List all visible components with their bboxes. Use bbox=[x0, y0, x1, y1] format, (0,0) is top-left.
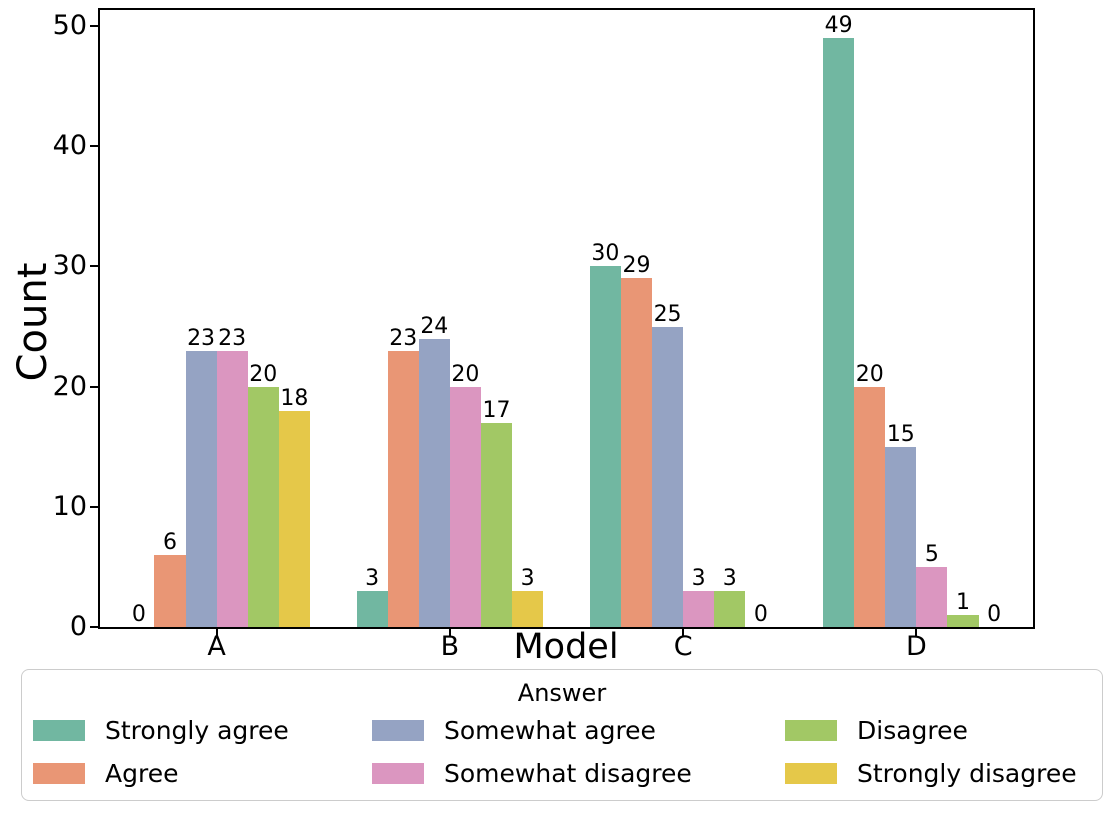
bar-value-label: 18 bbox=[280, 385, 309, 411]
bar-B-strongly-agree bbox=[356, 590, 388, 627]
x-tick-label: A bbox=[207, 631, 226, 662]
bar-value-label: 3 bbox=[520, 565, 535, 591]
bar-value-label: 24 bbox=[420, 313, 449, 339]
legend-swatch-icon bbox=[33, 762, 85, 784]
legend-column: Somewhat agree Somewhat disagree bbox=[372, 714, 692, 789]
bar-value-label: 20 bbox=[249, 361, 278, 387]
legend-entry-label: Strongly agree bbox=[105, 715, 289, 745]
x-axis-label: Model bbox=[513, 627, 619, 667]
bar-D-agree bbox=[854, 386, 886, 627]
bar-value-label: 29 bbox=[622, 253, 651, 279]
bar-value-label: 23 bbox=[389, 325, 418, 351]
bar-B-disagree bbox=[480, 422, 513, 627]
bar-D-somewhat-agree bbox=[885, 446, 917, 627]
y-tick-label: 30 bbox=[52, 250, 87, 282]
legend-entry-label: Agree bbox=[105, 758, 179, 788]
bar-B-somewhat-agree bbox=[418, 338, 450, 627]
bar-B-strongly-disagree bbox=[512, 590, 544, 627]
bar-A-disagree bbox=[247, 386, 279, 627]
bar-value-label: 23 bbox=[218, 325, 247, 351]
legend-swatch-icon bbox=[785, 762, 837, 784]
legend-entry: Somewhat agree bbox=[372, 714, 692, 746]
bar-A-agree bbox=[154, 554, 186, 627]
bar-value-label: 17 bbox=[482, 397, 511, 423]
x-tick-mark bbox=[915, 629, 918, 637]
y-tick-label: 20 bbox=[52, 370, 87, 402]
y-tick-label: 50 bbox=[52, 10, 87, 41]
legend-entry: Agree bbox=[33, 757, 289, 789]
legend-entry: Strongly agree bbox=[33, 714, 289, 746]
bar-B-agree bbox=[387, 350, 419, 627]
bar-value-label: 23 bbox=[187, 325, 216, 351]
y-tick-mark bbox=[90, 505, 98, 508]
y-tick-mark bbox=[90, 25, 98, 27]
legend-swatch-icon bbox=[785, 719, 837, 741]
bar-A-strongly-disagree bbox=[278, 410, 310, 627]
legend-swatch-icon bbox=[372, 762, 424, 784]
y-tick-mark bbox=[90, 626, 98, 628]
legend-entry: Strongly disagree bbox=[785, 757, 1077, 789]
bar-value-label: 3 bbox=[691, 565, 706, 591]
x-tick-label: C bbox=[673, 631, 693, 662]
x-tick-label: D bbox=[905, 631, 927, 662]
bar-C-disagree bbox=[714, 590, 746, 627]
x-tick-mark bbox=[682, 629, 685, 637]
bar-value-label: 25 bbox=[653, 301, 682, 327]
bar-value-label: 3 bbox=[722, 565, 737, 591]
bar-B-somewhat-disagree bbox=[449, 386, 481, 627]
legend-swatch-icon bbox=[33, 719, 85, 741]
y-tick-label: 0 bbox=[69, 611, 87, 642]
y-tick-label: 10 bbox=[52, 490, 87, 522]
bar-value-label: 0 bbox=[131, 602, 146, 627]
y-tick-mark bbox=[90, 385, 98, 388]
legend-entry-label: Strongly disagree bbox=[857, 758, 1077, 788]
bar-value-label: 20 bbox=[855, 361, 884, 387]
bar-A-somewhat-agree bbox=[185, 350, 217, 627]
bar-value-label: 20 bbox=[451, 361, 480, 387]
y-axis-label: Count bbox=[10, 262, 56, 382]
y-tick-mark bbox=[90, 145, 98, 148]
bar-value-label: 0 bbox=[753, 602, 768, 627]
bar-D-strongly-agree bbox=[823, 38, 855, 627]
legend-title: Answer bbox=[517, 679, 607, 707]
bar-value-label: 5 bbox=[924, 541, 939, 567]
y-tick-label: 40 bbox=[52, 130, 87, 162]
bar-value-label: 1 bbox=[956, 589, 971, 615]
legend-entry: Somewhat disagree bbox=[372, 757, 692, 789]
legend-column: Disagree Strongly disagree bbox=[785, 714, 1077, 789]
legend-entry: Disagree bbox=[785, 714, 1077, 746]
x-tick-label: B bbox=[440, 631, 460, 662]
legend-entry-label: Somewhat agree bbox=[444, 715, 656, 745]
legend-swatch-icon bbox=[372, 719, 424, 741]
x-tick-mark bbox=[448, 629, 451, 637]
bar-value-label: 15 bbox=[886, 421, 915, 447]
bar-C-agree bbox=[620, 278, 653, 627]
legend-column: Strongly agree Agree bbox=[33, 714, 289, 789]
legend: Answer Strongly agree Agree Somewhat agree… bbox=[21, 669, 1103, 801]
bar-value-label: 0 bbox=[987, 602, 1002, 627]
bar-D-somewhat-disagree bbox=[916, 566, 948, 627]
bar-value-label: 49 bbox=[824, 13, 853, 39]
bar-value-label: 30 bbox=[591, 241, 620, 267]
bar-A-somewhat-disagree bbox=[216, 350, 248, 627]
y-tick-mark bbox=[90, 265, 98, 268]
x-tick-mark bbox=[215, 629, 218, 637]
bar-C-somewhat-agree bbox=[652, 326, 684, 627]
bar-value-label: 6 bbox=[162, 529, 177, 555]
bar-D-disagree bbox=[947, 614, 979, 627]
bar-C-strongly-agree bbox=[589, 266, 621, 627]
legend-entry-label: Disagree bbox=[857, 715, 968, 745]
bar-value-label: 3 bbox=[365, 565, 380, 591]
legend-entry-label: Somewhat disagree bbox=[444, 758, 692, 788]
bar-C-somewhat-disagree bbox=[683, 590, 715, 627]
